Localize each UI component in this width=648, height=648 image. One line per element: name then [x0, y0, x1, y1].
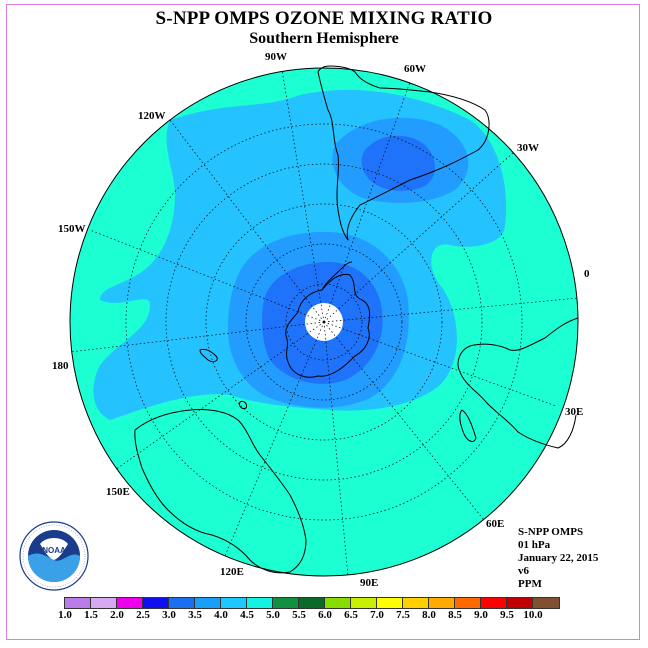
colorbar-swatch: [247, 598, 273, 608]
colorbar-tick-label: 4.5: [240, 609, 254, 621]
colorbar-tick-label: 7.0: [370, 609, 384, 621]
colorbar-tick-label: 3.0: [162, 609, 176, 621]
colorbar-swatch: [117, 598, 143, 608]
colorbar-tick-label: 7.5: [396, 609, 410, 621]
colorbar-tick-label: 5.5: [292, 609, 306, 621]
lon-label-120e: 120E: [220, 566, 244, 578]
lat-circle-50s: [165, 163, 483, 481]
colorbar-tick-label: 5.0: [266, 609, 280, 621]
product-info: S-NPP OMPS 01 hPa January 22, 2015 v6 PP…: [518, 526, 598, 591]
lon-label-60e: 60E: [486, 518, 505, 530]
colorbar-swatch: [195, 598, 221, 608]
colorbar-tick-label: 10.0: [523, 609, 543, 621]
lon-label-180: 180: [52, 360, 69, 372]
antarctica-coast: [285, 273, 371, 378]
colorbar-swatch: [403, 598, 429, 608]
product-version: v6: [518, 565, 529, 577]
colorbar-swatch: [143, 598, 169, 608]
noaa-logo: NOAA: [19, 521, 89, 591]
plot-frame: [6, 4, 640, 640]
colorbar-swatch: [481, 598, 507, 608]
colorbar: [64, 597, 560, 609]
colorbar-tick-label: 8.0: [422, 609, 436, 621]
peninsula-coast: [321, 261, 353, 291]
colorbar-swatch: [169, 598, 195, 608]
colorbar-tick-label: 6.5: [344, 609, 358, 621]
colorbar-swatch: [325, 598, 351, 608]
lon-label-30e: 30E: [565, 406, 584, 418]
colorbar-tick-label: 9.5: [500, 609, 514, 621]
pressure-level: 01 hPa: [518, 539, 551, 551]
australia-coast: [134, 409, 307, 574]
madagascar-coast: [459, 409, 477, 442]
map-subtitle: Southern Hemisphere: [249, 30, 399, 47]
colorbar-swatch: [507, 598, 533, 608]
field-band-3p0-3p5-sa: [361, 135, 436, 191]
meridian-0: [323, 297, 579, 323]
meridian-30e: [323, 321, 557, 407]
lat-circle-80s: [285, 283, 363, 361]
meridian-150e: [114, 321, 325, 471]
colorbar-tick-label: 6.0: [318, 609, 332, 621]
meridian-60w: [323, 81, 411, 323]
colorbar-swatch: [533, 598, 559, 608]
colorbar-swatch: [429, 598, 455, 608]
colorbar-tick-label: 1.0: [58, 609, 72, 621]
lon-label-30w: 30W: [517, 142, 539, 154]
colorbar-swatch: [273, 598, 299, 608]
meridian-60e: [323, 321, 485, 521]
meridian-90e: [323, 321, 349, 577]
lat-circle-60s: [205, 203, 443, 441]
colorbar-swatch: [91, 598, 117, 608]
lon-label-60w: 60W: [404, 63, 426, 75]
colorbar-swatch: [377, 598, 403, 608]
lon-label-120w: 120W: [138, 110, 166, 122]
tasmania-coast: [239, 401, 247, 409]
graticule: [69, 69, 579, 577]
colorbar-swatch: [455, 598, 481, 608]
lat-circle-70s: [245, 243, 403, 401]
colorbar-swatch: [351, 598, 377, 608]
map-boundary: [69, 67, 579, 577]
colorbar-tick-label: 1.5: [84, 609, 98, 621]
instrument-name: S-NPP OMPS: [518, 526, 584, 538]
lon-label-90w: 90W: [265, 51, 287, 63]
colorbar-swatch: [65, 598, 91, 608]
colorbar-tick-label: 4.0: [214, 609, 228, 621]
colorbar-tick-label: 2.5: [136, 609, 150, 621]
noaa-logo-text: NOAA: [42, 546, 66, 555]
colorbar-ticks: 1.0 1.5 2.0 2.5 3.0 3.5 4.0 4.5 5.0 5.5 6.0 6.5 7.0 7…: [0, 609, 648, 623]
map-title: S-NPP OMPS OZONE MIXING RATIO: [155, 8, 493, 29]
meridian-30w: [323, 151, 515, 323]
south-america-coast: [317, 65, 490, 241]
colorbar-tick-label: 9.0: [474, 609, 488, 621]
colorbar-swatch: [221, 598, 247, 608]
lat-circle-40s: [125, 123, 523, 521]
lon-label-0: 0: [584, 268, 590, 280]
lon-label-90e: 90E: [360, 577, 379, 589]
units-label: PPM: [518, 578, 542, 590]
meridian-90w: [281, 69, 325, 323]
lon-label-150w: 150W: [58, 223, 86, 235]
colorbar-tick-label: 8.5: [448, 609, 462, 621]
colorbar-tick-label: 3.5: [188, 609, 202, 621]
lon-label-150e: 150E: [106, 486, 130, 498]
new-zealand-coast: [199, 349, 218, 363]
colorbar-swatch: [299, 598, 325, 608]
observation-date: January 22, 2015: [518, 552, 599, 564]
colorbar-tick-label: 2.0: [110, 609, 124, 621]
meridian-180: [69, 321, 325, 353]
